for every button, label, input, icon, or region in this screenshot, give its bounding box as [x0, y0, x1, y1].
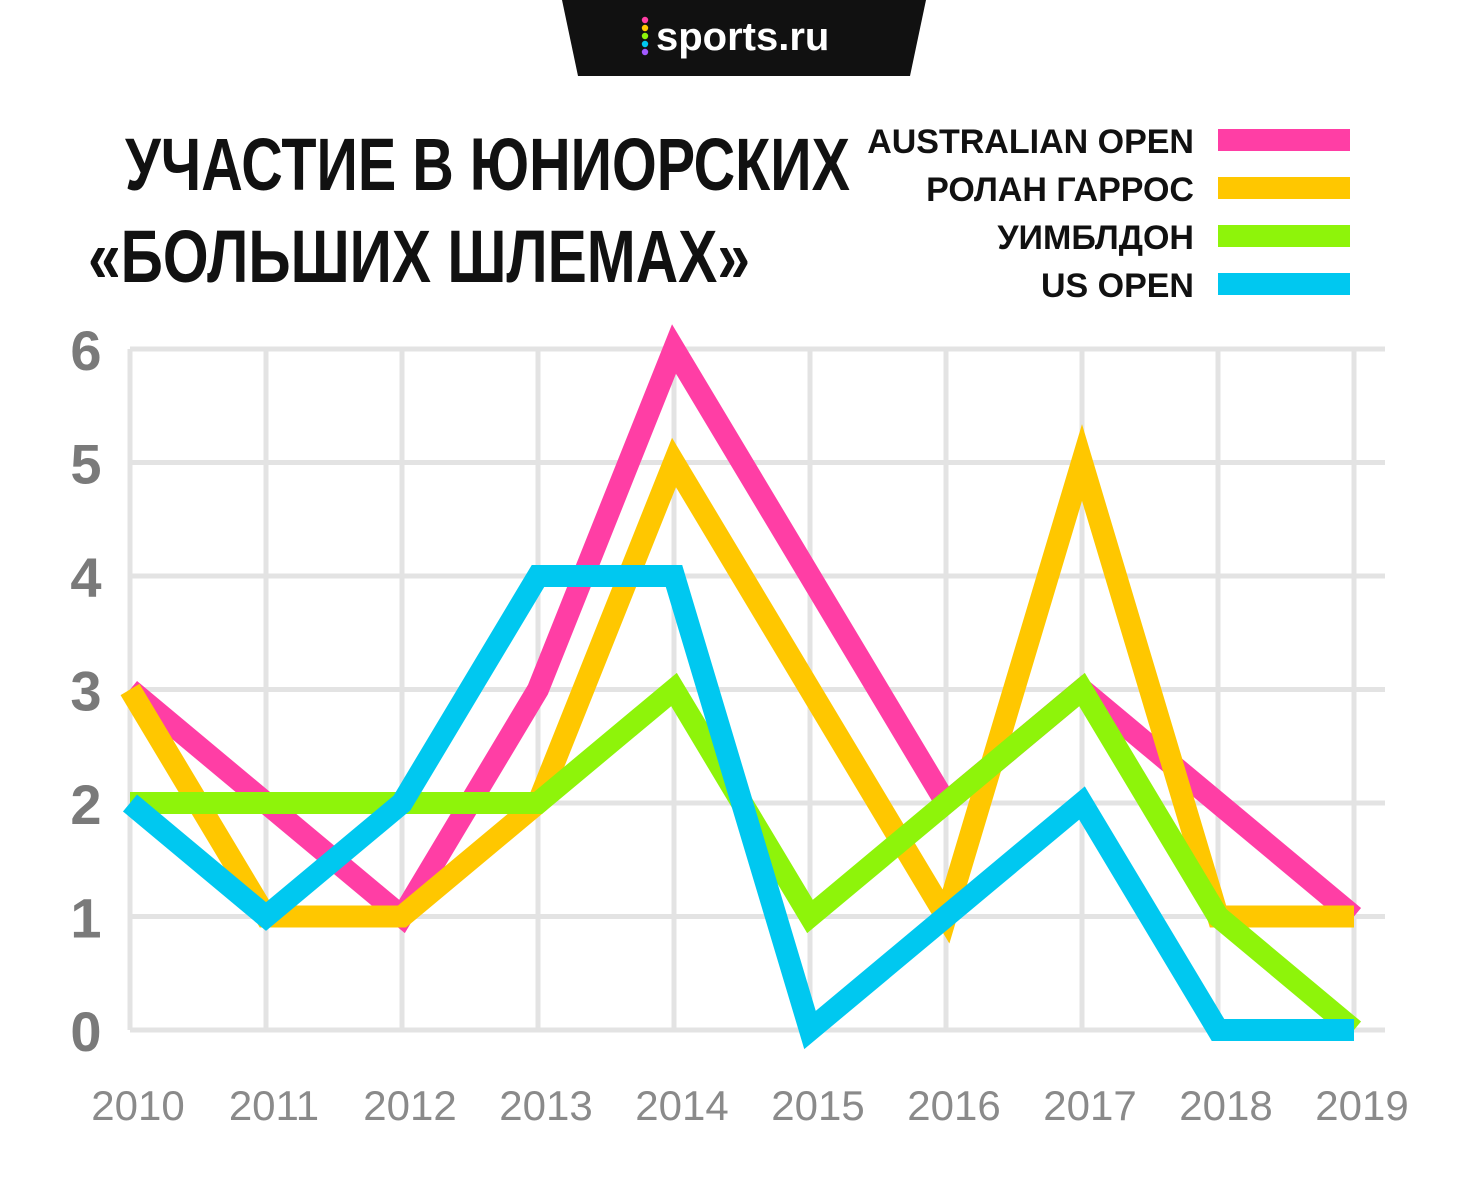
logo-dot: [641, 40, 649, 48]
chart-grid: [127, 346, 1385, 1033]
y-tick-label: 3: [70, 660, 101, 723]
legend-swatch: [1218, 225, 1350, 247]
x-tick-label: 2016: [907, 1082, 1000, 1129]
legend-swatch: [1218, 273, 1350, 295]
x-tick-label: 2017: [1043, 1082, 1136, 1129]
logo-dot: [641, 48, 649, 56]
logo-dot: [641, 16, 649, 24]
x-tick-label: 2012: [363, 1082, 456, 1129]
y-tick-label: 0: [70, 1000, 101, 1063]
y-tick-label: 5: [70, 433, 101, 496]
x-tick-label: 2018: [1179, 1082, 1272, 1129]
logo-text: sports.ru: [656, 15, 829, 59]
y-tick-label: 1: [70, 887, 101, 950]
legend-item: AUSTRALIAN OPEN: [867, 123, 1350, 161]
legend-label: AUSTRALIAN OPEN: [867, 123, 1194, 161]
series-line-2: [120, 424, 1354, 944]
x-axis-ticks: 2010 2011 2012 2013 2014 2015 2016 2017 2018 2019: [91, 1082, 1408, 1129]
logo-dot: [641, 24, 649, 32]
legend-item: US OPEN: [1041, 267, 1350, 305]
legend-label: РОЛАН ГАРРОС: [926, 171, 1194, 209]
logo: sports.ru: [562, 0, 926, 76]
x-tick-label: 2015: [771, 1082, 864, 1129]
y-axis-ticks: 0 1 2 3 4 5 6: [70, 319, 101, 1063]
legend-item: РОЛАН ГАРРОС: [926, 171, 1350, 209]
series-line-4: [122, 565, 1354, 1050]
y-tick-label: 2: [70, 773, 101, 836]
y-tick-label: 6: [70, 319, 101, 382]
legend: AUSTRALIAN OPEN РОЛАН ГАРРОС УИМБЛДОН US OP…: [867, 123, 1350, 305]
x-tick-label: 2011: [229, 1082, 319, 1129]
legend-item: УИМБЛДОН: [997, 219, 1350, 257]
legend-label: US OPEN: [1041, 267, 1194, 305]
x-tick-label: 2019: [1315, 1082, 1408, 1129]
logo-banner: [562, 0, 926, 76]
logo-dot: [641, 32, 649, 40]
y-tick-label: 4: [70, 546, 101, 609]
legend-swatch: [1218, 177, 1350, 199]
legend-label: УИМБЛДОН: [997, 219, 1194, 257]
logo-dots: [641, 16, 649, 56]
x-tick-label: 2013: [499, 1082, 592, 1129]
legend-swatch: [1218, 129, 1350, 151]
x-tick-label: 2014: [635, 1082, 728, 1129]
series-layer: [120, 324, 1362, 1050]
chart-title-line-2: «БОЛЬШИХ ШЛЕМАХ»: [88, 215, 750, 298]
chart-title-line-1: УЧАСТИЕ В ЮНИОРСКИХ: [125, 123, 850, 206]
x-tick-label: 2010: [91, 1082, 184, 1129]
